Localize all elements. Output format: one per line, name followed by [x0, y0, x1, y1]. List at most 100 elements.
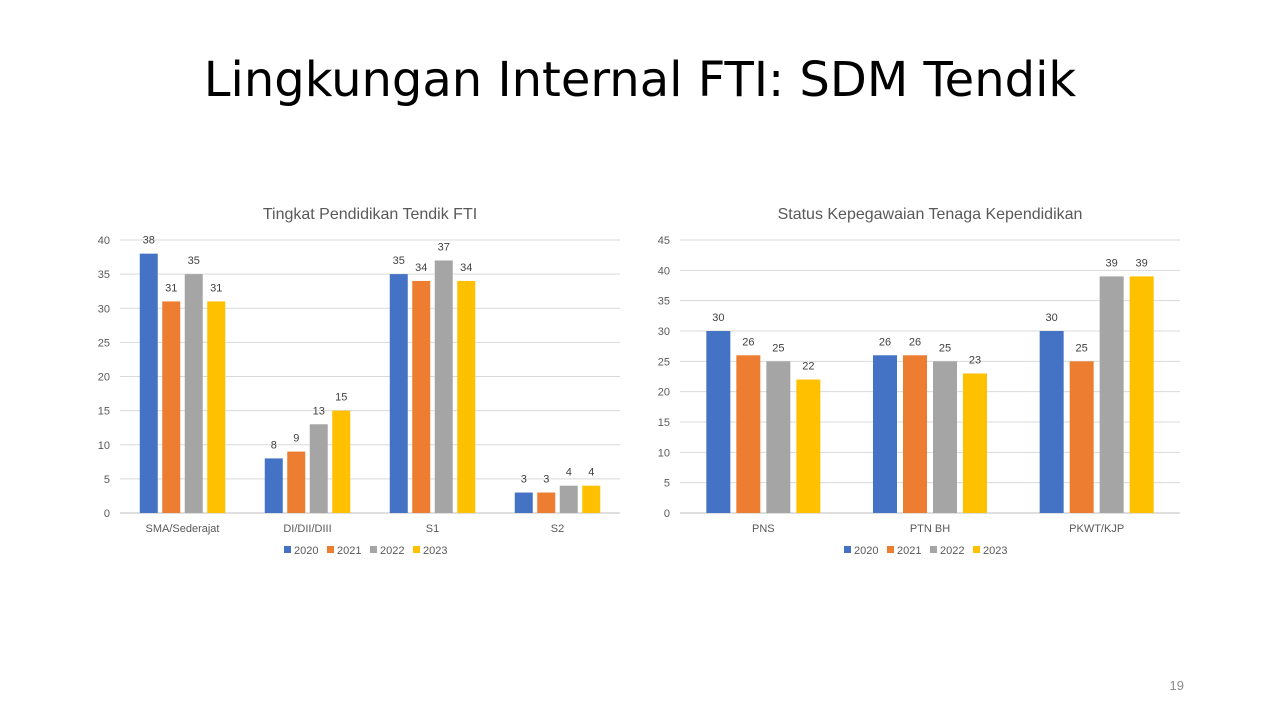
data-label: 39: [1106, 257, 1118, 269]
y-tick-label: 20: [658, 387, 670, 399]
legend-label: 2021: [337, 545, 361, 557]
data-label: 3: [521, 474, 527, 486]
bar-2021-0: [736, 355, 761, 513]
bar-2020-0: [706, 331, 731, 513]
bar-2021-2: [412, 280, 431, 513]
legend-label: 2020: [294, 545, 318, 557]
bar-2020-2: [1039, 331, 1064, 513]
y-tick-label: 35: [658, 296, 670, 308]
data-label: 30: [1046, 312, 1058, 324]
bar-2022-0: [766, 361, 791, 513]
y-tick-label: 0: [664, 508, 670, 520]
category-label: PNS: [752, 523, 775, 535]
bar-2020-1: [873, 355, 897, 513]
category-label: S1: [426, 523, 439, 535]
education-chart: Tingkat Pendidikan Tendik FTI 0 5 10 15 20 25 3…: [90, 195, 630, 570]
y-tick-label: 10: [98, 440, 110, 452]
data-label: 31: [210, 282, 222, 294]
bar-2023-1: [332, 410, 351, 513]
bar-2022-2: [434, 260, 453, 513]
legend-label: 2022: [380, 545, 404, 557]
data-label: 37: [438, 241, 450, 253]
bar-2020-2: [389, 274, 408, 513]
data-label: 3: [543, 474, 549, 486]
bar-2020-0: [139, 253, 158, 513]
legend-label: 2020: [854, 545, 878, 557]
category-label: SMA/Sederajat: [146, 523, 220, 535]
legend-swatch: [930, 546, 937, 553]
chart-title: Tingkat Pendidikan Tendik FTI: [263, 206, 477, 223]
legend-swatch: [327, 546, 334, 553]
bar-2021-0: [162, 301, 181, 513]
data-label: 9: [293, 433, 299, 445]
data-label: 25: [772, 342, 784, 354]
bar-2023-1: [963, 373, 987, 513]
data-label: 30: [712, 312, 724, 324]
education-chart-svg: Tingkat Pendidikan Tendik FTI 0 5 10 15 20 25 3…: [98, 206, 620, 557]
bar-2022-3: [559, 485, 578, 513]
data-label: 34: [460, 262, 472, 274]
data-label: 22: [802, 361, 814, 373]
legend-label: 2023: [983, 545, 1007, 557]
bar-2021-1: [287, 451, 306, 513]
data-label: 35: [393, 255, 405, 267]
bar-2023-3: [582, 485, 601, 513]
data-label: 15: [335, 392, 347, 404]
employment-status-chart: Status Kepegawaian Tenaga Kependidikan 0 5…: [650, 195, 1190, 570]
data-label: 13: [313, 405, 325, 417]
bar-2023-2: [457, 280, 476, 513]
data-label: 26: [909, 336, 921, 348]
data-label: 4: [588, 467, 594, 479]
legend-swatch: [413, 546, 420, 553]
data-label: 25: [1076, 342, 1088, 354]
category-label: S2: [551, 523, 564, 535]
legend-label: 2021: [897, 545, 921, 557]
legend-swatch: [973, 546, 980, 553]
data-label: 23: [969, 354, 981, 366]
data-label: 34: [415, 262, 427, 274]
y-tick-label: 15: [98, 406, 110, 418]
legend-swatch: [844, 546, 851, 553]
chart-title: Status Kepegawaian Tenaga Kependidikan: [778, 206, 1083, 223]
y-tick-label: 40: [98, 235, 110, 247]
bar-2020-1: [264, 458, 283, 513]
y-tick-label: 5: [664, 478, 670, 490]
y-tick-label: 35: [98, 269, 110, 281]
bar-2023-0: [207, 301, 226, 513]
legend-swatch: [887, 546, 894, 553]
bar-2022-1: [309, 424, 328, 513]
category-label: PKWT/KJP: [1069, 523, 1124, 535]
data-label: 26: [742, 336, 754, 348]
y-tick-label: 0: [104, 508, 110, 520]
data-label: 26: [879, 336, 891, 348]
y-tick-label: 15: [658, 417, 670, 429]
y-tick-label: 20: [98, 372, 110, 384]
legend-swatch: [284, 546, 291, 553]
legend-swatch: [370, 546, 377, 553]
y-tick-label: 25: [98, 337, 110, 349]
y-tick-label: 25: [658, 356, 670, 368]
y-tick-label: 30: [98, 303, 110, 315]
page-number: 19: [1169, 678, 1184, 693]
y-tick-label: 10: [658, 447, 670, 459]
slide-title: Lingkungan Internal FTI: SDM Tendik: [203, 52, 1077, 108]
bar-2022-0: [184, 274, 203, 513]
category-label: DI/DII/DIII: [283, 523, 331, 535]
legend-label: 2022: [940, 545, 964, 557]
bar-2022-1: [933, 361, 957, 513]
data-label: 25: [939, 342, 951, 354]
bar-2021-3: [537, 492, 556, 513]
y-tick-label: 45: [658, 235, 670, 247]
y-tick-label: 40: [658, 265, 670, 277]
data-label: 38: [143, 235, 155, 247]
data-label: 39: [1136, 257, 1148, 269]
data-label: 8: [271, 439, 277, 451]
data-label: 31: [165, 282, 177, 294]
data-label: 4: [566, 467, 572, 479]
bar-2023-2: [1129, 276, 1154, 513]
bar-2021-1: [903, 355, 927, 513]
y-tick-label: 5: [104, 474, 110, 486]
bar-2020-3: [514, 492, 533, 513]
bar-2022-2: [1099, 276, 1124, 513]
bar-2023-0: [796, 379, 821, 513]
